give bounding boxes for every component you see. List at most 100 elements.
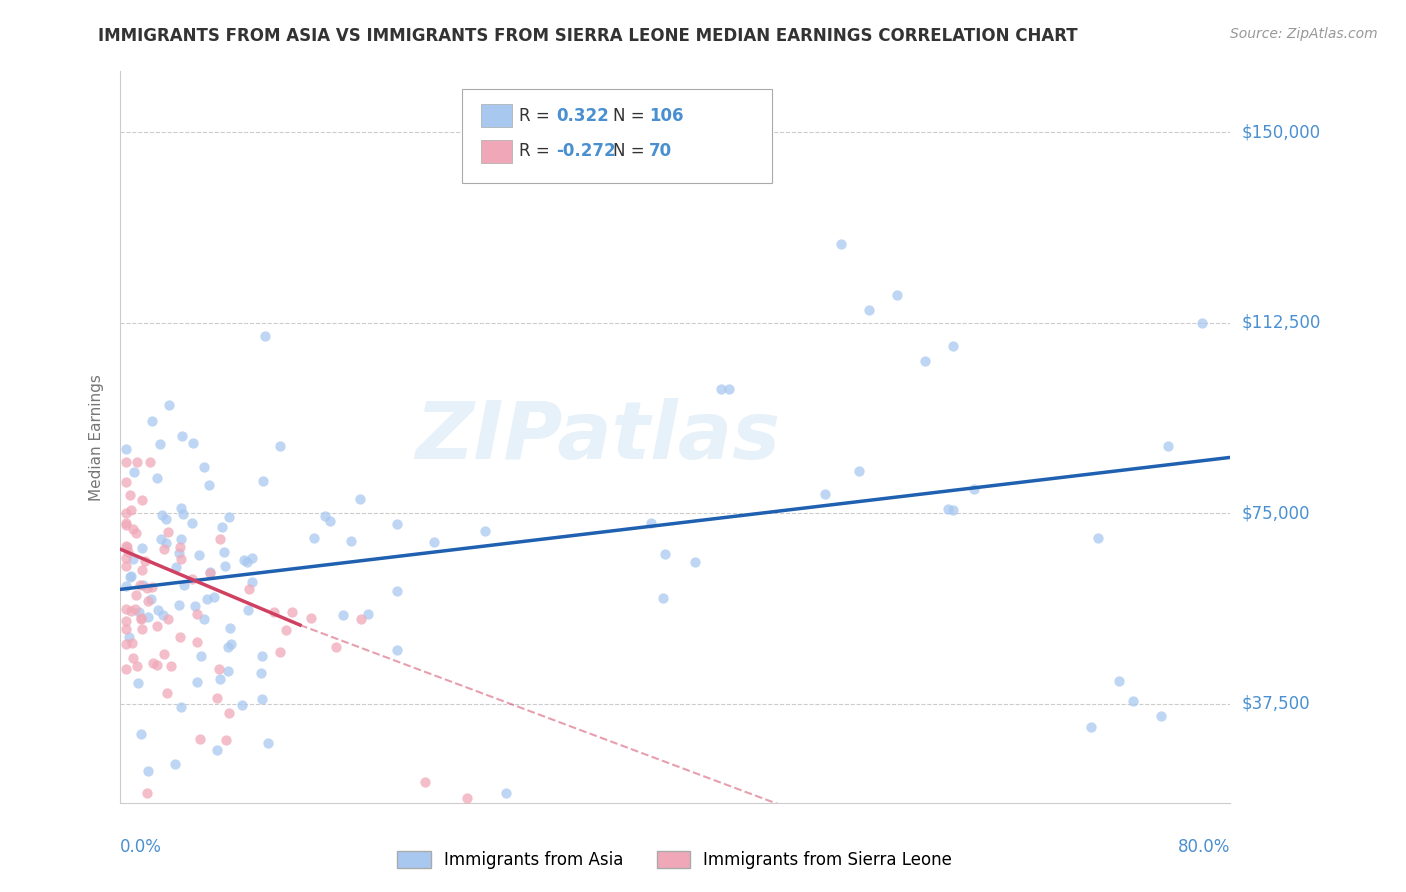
Point (207, 743, 229, 757)
Point (269, 439, 291, 453)
Point (422, 535, 444, 549)
Point (169, 540, 191, 554)
Point (280, 605, 302, 619)
Point (214, 559, 236, 574)
Point (236, 603, 259, 617)
Point (122, 551, 145, 566)
Point (651, 591, 673, 605)
Point (128, 578, 150, 592)
Point (136, 610, 159, 624)
Point (131, 563, 153, 577)
Legend: Immigrants from Asia, Immigrants from Sierra Leone: Immigrants from Asia, Immigrants from Si… (391, 845, 959, 876)
Point (219, 621, 242, 635)
Text: $37,500: $37,500 (1241, 695, 1310, 713)
Point (121, 636, 143, 650)
Point (169, 551, 191, 566)
Point (115, 516, 138, 530)
Point (132, 578, 155, 592)
Point (886, 288, 908, 302)
Point (942, 338, 965, 352)
Y-axis label: Median Earnings: Median Earnings (89, 374, 104, 500)
Point (640, 516, 662, 530)
Point (181, 572, 204, 586)
Point (135, 581, 157, 595)
Point (136, 786, 159, 800)
Point (152, 608, 174, 623)
Point (131, 492, 153, 507)
Point (710, 382, 733, 396)
Text: 0.322: 0.322 (557, 107, 609, 125)
Point (186, 674, 208, 689)
Point (205, 691, 228, 706)
Point (350, 612, 373, 626)
Point (238, 582, 260, 596)
Text: 0.0%: 0.0% (120, 838, 162, 855)
Point (233, 553, 256, 567)
Text: N =: N = (613, 107, 650, 125)
Point (252, 648, 274, 663)
Point (142, 656, 165, 670)
Point (962, 482, 984, 496)
Point (134, 554, 156, 568)
Point (146, 603, 169, 617)
Point (385, 517, 409, 532)
Point (136, 764, 159, 779)
Point (145, 658, 167, 673)
Point (332, 608, 354, 623)
Point (120, 570, 142, 584)
Point (117, 545, 139, 559)
Point (115, 578, 138, 592)
Point (941, 502, 963, 516)
Point (157, 612, 180, 626)
Point (219, 637, 242, 651)
Point (231, 698, 253, 712)
Text: 70: 70 (650, 143, 672, 161)
Point (914, 354, 936, 368)
Point (117, 541, 139, 555)
Point (115, 601, 138, 615)
Point (157, 398, 180, 412)
Point (120, 569, 142, 583)
Text: $150,000: $150,000 (1241, 123, 1320, 141)
Point (115, 637, 138, 651)
Point (1087, 531, 1109, 545)
Point (125, 525, 148, 540)
Point (1150, 709, 1173, 723)
Point (163, 757, 186, 772)
Point (115, 539, 138, 553)
Point (208, 532, 231, 546)
Point (1122, 694, 1144, 708)
Point (349, 491, 371, 506)
Point (165, 559, 187, 574)
Point (181, 435, 204, 450)
Point (252, 474, 274, 488)
Point (217, 640, 239, 654)
Point (155, 535, 177, 549)
Text: IMMIGRANTS FROM ASIA VS IMMIGRANTS FROM SIERRA LEONE MEDIAN EARNINGS CORRELATION: IMMIGRANTS FROM ASIA VS IMMIGRANTS FROM … (98, 27, 1078, 45)
Point (269, 645, 291, 659)
Text: ZIPatlas: ZIPatlas (415, 398, 780, 476)
Point (456, 790, 478, 805)
Point (814, 487, 837, 501)
Point (184, 599, 207, 613)
Point (122, 521, 145, 535)
Point (186, 607, 208, 622)
Point (936, 501, 959, 516)
Point (830, 237, 852, 252)
Point (138, 455, 160, 469)
Point (848, 465, 870, 479)
Point (249, 666, 271, 681)
Point (155, 512, 177, 526)
Point (131, 623, 153, 637)
Text: $75,000: $75,000 (1241, 504, 1310, 523)
Point (115, 506, 138, 520)
Point (149, 437, 172, 451)
Point (127, 676, 149, 690)
Point (129, 612, 152, 626)
Point (654, 547, 676, 561)
Point (131, 610, 153, 624)
Point (172, 428, 194, 442)
Point (115, 518, 138, 533)
Point (115, 475, 138, 489)
Point (211, 520, 233, 534)
